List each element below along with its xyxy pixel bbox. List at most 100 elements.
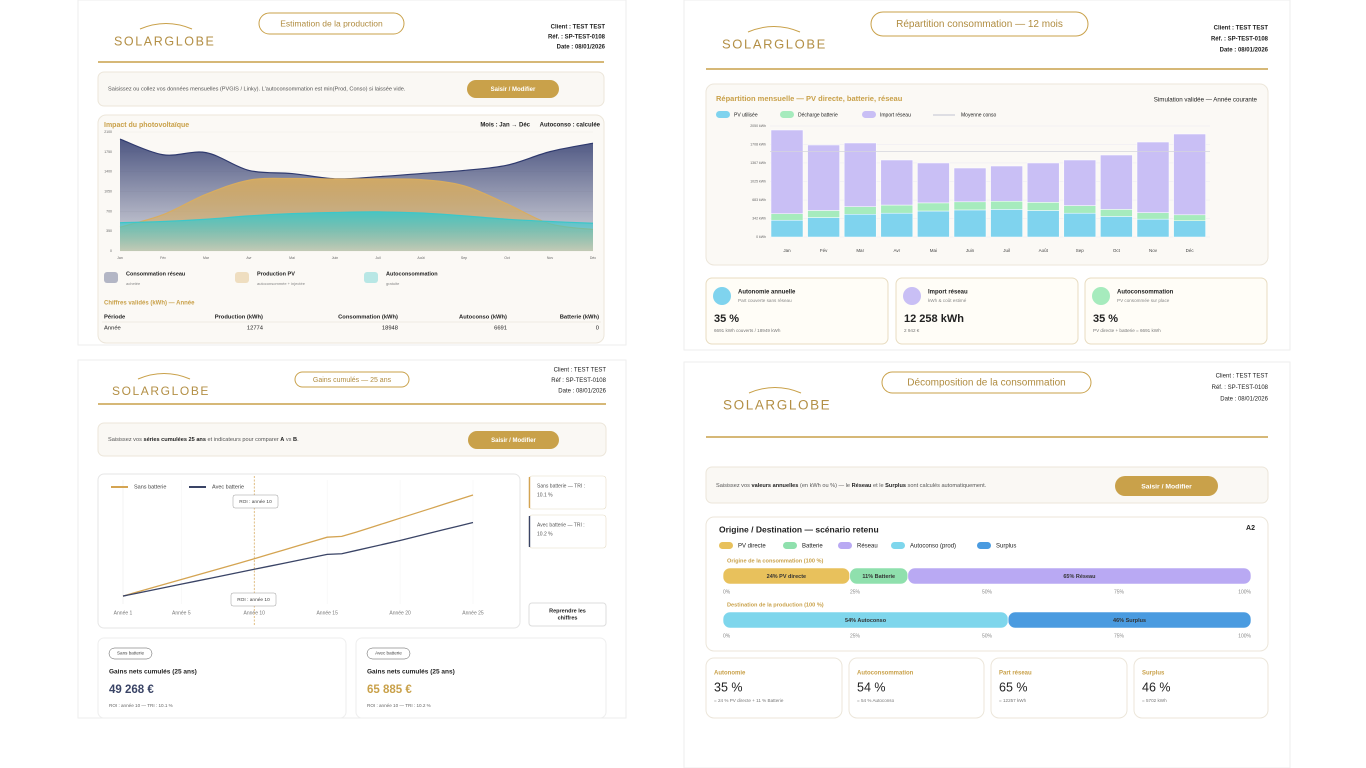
kpi-subtitle: PV consommée sur place (1117, 298, 1170, 303)
bar-segment (843, 214, 877, 238)
legend-label: Autoconsommation (386, 271, 438, 277)
button-label[interactable]: Saisir / Modifier (491, 87, 536, 93)
bar-segment (953, 209, 987, 238)
x-tick-label: Juin (332, 256, 338, 260)
bar-segment (807, 210, 840, 218)
intro-part: . (297, 437, 299, 443)
tag (108, 647, 153, 660)
button-label[interactable]: Saisir / Modifier (1141, 483, 1192, 490)
x-tick-label: Année 20 (389, 610, 411, 616)
x-tick-label: Août (417, 256, 424, 260)
kpi-card (705, 657, 843, 719)
bar-segment (1026, 202, 1060, 211)
x-tick-label: 75% (1114, 633, 1125, 639)
bar-segment (917, 162, 950, 204)
segment-label: 11% Batterie (862, 574, 895, 580)
button-label[interactable]: Saisir / Modifier (491, 438, 536, 444)
kpi-card (1133, 657, 1269, 719)
kpi-card (705, 277, 889, 345)
meta: Client : TEST TEST (1216, 374, 1269, 380)
kpi-value: 35 % (714, 313, 739, 325)
meta: Date : 08/01/2026 (558, 389, 606, 395)
annotation-box (232, 494, 279, 509)
bar-segment (1063, 212, 1097, 238)
legend-swatch (977, 542, 991, 549)
intro-part: Saisissez vos (108, 437, 143, 443)
reload-button[interactable] (528, 602, 607, 627)
x-tick-label: 100% (1238, 589, 1251, 595)
chart-title: Répartition mensuelle — PV directe, batt… (716, 94, 903, 103)
area-line (119, 177, 594, 231)
side-text: 10.1 % (537, 492, 553, 498)
y-tick-label: 2050 kWh (750, 124, 766, 128)
bar-segment (770, 219, 804, 238)
intro-part: B (293, 437, 297, 443)
button[interactable] (467, 80, 559, 98)
card-title: Gains nets cumulés (25 ans) (109, 669, 197, 676)
button[interactable] (468, 431, 559, 449)
kpi-value: 35 % (1093, 313, 1118, 325)
legend-label: Consommation réseau (126, 271, 185, 277)
x-tick-label: Jan (783, 248, 791, 253)
x-tick-label: 0% (723, 633, 731, 639)
bar-segment (1173, 214, 1206, 222)
legend-swatch (104, 272, 118, 283)
meta: Réf. : SP-TEST-0108 (548, 35, 606, 41)
chart-card (97, 473, 521, 629)
bar-segment (880, 212, 914, 238)
x-tick-label: 50% (982, 633, 993, 639)
title-pill (870, 11, 1089, 37)
bar-segment (1100, 209, 1133, 217)
legend-label: Autoconso (prod) (910, 544, 956, 550)
kpi-title: Autoconsommation (857, 671, 914, 677)
bar-segment (807, 217, 840, 238)
x-tick-label: Déc (590, 256, 596, 260)
reload-label[interactable]: chiffres (558, 615, 578, 621)
bar-segment (1100, 154, 1133, 210)
x-tick-label: Avr (246, 256, 252, 260)
bar-segment (1063, 159, 1097, 206)
logo: SOLARGLOBE (114, 34, 215, 48)
legend-label: Sans batterie (134, 484, 166, 490)
bar-segment (1007, 611, 1252, 629)
legend-label: Moyenne conso (961, 112, 997, 118)
area-line (119, 211, 594, 224)
table-cell: 6691 (494, 326, 507, 332)
x-tick-label: Fév (160, 256, 166, 260)
bar-segment (917, 202, 950, 212)
annotation: ROI : année 10 (237, 597, 270, 603)
kpi-title: Surplus (1142, 671, 1165, 677)
x-tick-label: Mai (289, 256, 295, 260)
bar-segment (1136, 141, 1170, 213)
intro-part: (en kWh ou %) — le (798, 483, 851, 489)
badge: A2 (1246, 525, 1255, 532)
legend-label: Surplus (996, 544, 1016, 550)
bar-segment (1173, 220, 1206, 238)
meta: Date : 08/01/2026 (1220, 397, 1268, 403)
series-line (122, 521, 474, 597)
kpi-title: Autonomie (714, 671, 746, 677)
kpi-title: Import réseau (928, 290, 968, 296)
kpi-subtitle: kWh & coût estimé (928, 298, 967, 303)
x-tick-label: 100% (1238, 633, 1251, 639)
chart-note: Mois : Jan → Déc (480, 123, 530, 129)
legend-label: Import réseau (880, 112, 911, 118)
card-note: ROI : année 10 — TRI : 10.1 % (109, 703, 173, 708)
reload-label[interactable]: Reprendre les (549, 608, 586, 614)
y-tick-label: 350 (106, 229, 112, 233)
logo: SOLARGLOBE (112, 384, 210, 398)
y-tick-label: 1367 kWh (750, 161, 766, 165)
button[interactable] (1115, 476, 1218, 496)
y-tick-label: 1400 (104, 170, 112, 174)
legend-label: Production PV (257, 271, 295, 277)
area-fill (120, 211, 593, 251)
side-text: Avec batterie — TRI : (537, 522, 585, 528)
kpi-subtitle: Part couverte sans réseau (738, 298, 792, 303)
y-tick-label: 1025 kWh (750, 179, 766, 183)
legend-swatch (719, 542, 733, 549)
legend-label: Réseau (857, 544, 878, 550)
tag-label: Avec batterie (375, 651, 402, 656)
x-tick-label: Déc (1186, 248, 1195, 253)
table-header: Consommation (kWh) (338, 315, 398, 321)
legend-swatch (838, 542, 852, 549)
